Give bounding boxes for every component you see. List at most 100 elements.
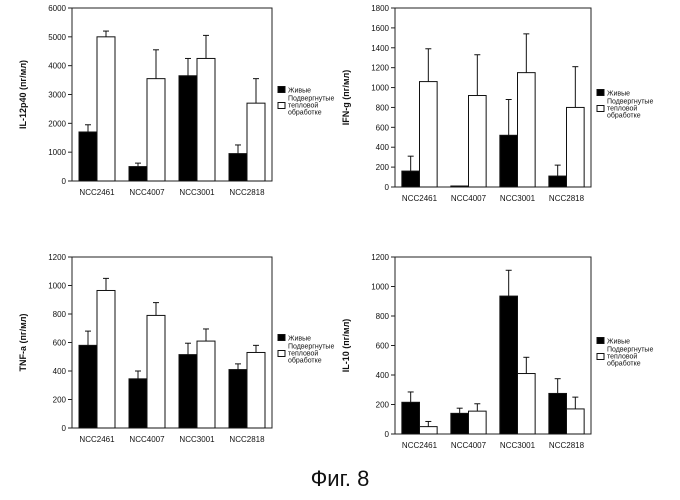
x-tick-label: NCC2461 — [79, 435, 115, 444]
bar-live — [129, 379, 147, 428]
y-tick-label: 5000 — [48, 33, 66, 42]
y-tick-label: 1000 — [48, 148, 66, 157]
legend-swatch-heat-treated — [597, 354, 604, 360]
legend-label-line: обработке — [288, 109, 322, 117]
legend-swatch-live — [597, 90, 604, 96]
y-tick-label: 1200 — [48, 253, 66, 262]
x-tick-label: NCC4007 — [451, 194, 487, 203]
y-tick-label: 2000 — [48, 119, 66, 128]
y-tick-label: 200 — [53, 396, 67, 405]
legend-label-heat-treated: Подвергнутыетепловойобработке — [288, 96, 334, 117]
bar-heat-treated — [567, 107, 585, 187]
x-tick-label: NCC4007 — [451, 441, 487, 450]
y-tick-label: 400 — [376, 143, 390, 152]
y-tick-label: 1000 — [371, 84, 389, 93]
bar-heat-treated — [518, 73, 536, 187]
bar-heat-treated — [147, 79, 165, 181]
legend-swatch-heat-treated — [278, 351, 285, 357]
y-tick-label: 1200 — [371, 253, 389, 262]
legend-label-heat-treated: Подвергнутыетепловойобработке — [288, 344, 334, 365]
bar-heat-treated — [97, 37, 115, 181]
bar-live — [229, 370, 247, 428]
y-tick-label: 3000 — [48, 91, 66, 100]
y-tick-label: 800 — [376, 103, 390, 112]
y-tick-label: 1600 — [371, 24, 389, 33]
bar-heat-treated — [567, 409, 585, 434]
y-tick-label: 1200 — [371, 64, 389, 73]
x-tick-label: NCC3001 — [500, 441, 536, 450]
chart-4: 020040060080010001200IL-10 (пг/мл)NCC246… — [341, 253, 653, 450]
y-tick-label: 0 — [385, 430, 390, 439]
bar-live — [402, 171, 420, 187]
bar-heat-treated — [420, 82, 438, 187]
bar-live — [451, 186, 469, 187]
x-tick-label: NCC3001 — [179, 435, 215, 444]
bar-live — [179, 355, 197, 428]
y-tick-label: 0 — [62, 424, 67, 433]
legend: ЖивыеПодвергнутыетепловойобработке — [597, 338, 653, 368]
legend-label-live: Живые — [288, 88, 311, 95]
legend-label-heat-treated: Подвергнутыетепловойобработке — [607, 99, 653, 120]
y-tick-label: 0 — [62, 177, 67, 186]
legend: ЖивыеПодвергнутыетепловойобработке — [597, 90, 653, 120]
y-tick-label: 6000 — [48, 4, 66, 13]
legend-label-live: Живые — [288, 336, 311, 343]
bar-heat-treated — [420, 427, 438, 434]
bar-heat-treated — [147, 315, 165, 428]
y-tick-label: 400 — [53, 367, 67, 376]
y-tick-label: 600 — [376, 123, 390, 132]
x-tick-label: NCC2818 — [229, 435, 265, 444]
x-tick-label: NCC3001 — [179, 188, 215, 197]
y-tick-label: 1400 — [371, 44, 389, 53]
bar-live — [129, 167, 147, 181]
legend-swatch-live — [278, 87, 285, 93]
bar-heat-treated — [97, 290, 115, 428]
bar-live — [549, 393, 567, 434]
bar-live — [179, 76, 197, 181]
y-tick-label: 600 — [376, 342, 390, 351]
legend-label-line: тепловой — [288, 350, 318, 358]
y-tick-label: 4000 — [48, 62, 66, 71]
bar-live — [229, 154, 247, 181]
bar-live — [500, 135, 518, 187]
x-tick-label: NCC2818 — [549, 441, 585, 450]
legend-label-line: Подвергнутые — [288, 96, 334, 103]
legend-label-line: тепловой — [607, 105, 637, 113]
bar-heat-treated — [469, 411, 487, 434]
bar-live — [79, 345, 97, 428]
x-tick-label: NCC2461 — [402, 441, 438, 450]
x-tick-label: NCC2818 — [549, 194, 585, 203]
legend-label-line: Подвергнутые — [607, 99, 653, 106]
legend-label-line: обработке — [607, 112, 641, 120]
y-tick-label: 200 — [376, 401, 390, 410]
x-tick-label: NCC2461 — [79, 188, 115, 197]
legend-label-line: обработке — [607, 360, 641, 368]
bar-heat-treated — [469, 96, 487, 187]
y-tick-label: 1800 — [371, 4, 389, 13]
y-axis-label: IL-12p40 (пг/мл) — [18, 60, 28, 129]
legend-swatch-heat-treated — [597, 106, 604, 112]
chart-2: 020040060080010001200140016001800IFN-g (… — [341, 4, 653, 203]
y-tick-label: 600 — [53, 339, 67, 348]
y-tick-label: 200 — [376, 163, 390, 172]
y-tick-label: 800 — [53, 310, 67, 319]
bar-heat-treated — [518, 374, 536, 434]
y-tick-label: 800 — [376, 312, 390, 321]
y-axis-label: TNF-a (пг/мл) — [18, 313, 28, 371]
legend-label-line: тепловой — [607, 353, 637, 361]
legend-label-heat-treated: Подвергнутыетепловойобработке — [607, 347, 653, 368]
y-axis-label: IL-10 (пг/мл) — [341, 319, 351, 373]
legend: ЖивыеПодвергнутыетепловойобработке — [278, 87, 334, 117]
figure-caption: Фиг. 8 — [0, 466, 680, 492]
x-tick-label: NCC2818 — [229, 188, 265, 197]
chart-1: 0 1000 2000 3000 4000 5000 6000 IL-12p40 (пг/мл… — [18, 4, 334, 197]
legend-label-live: Живые — [607, 91, 630, 98]
bar-live — [500, 296, 518, 434]
y-tick-label: 400 — [376, 371, 390, 380]
chart-3: 020040060080010001200TNF-a (пг/мл)NCC246… — [18, 253, 334, 444]
y-tick-label: 0 — [385, 183, 390, 192]
bar-live — [451, 413, 469, 434]
bar-heat-treated — [197, 58, 215, 181]
x-tick-label: NCC2461 — [402, 194, 438, 203]
